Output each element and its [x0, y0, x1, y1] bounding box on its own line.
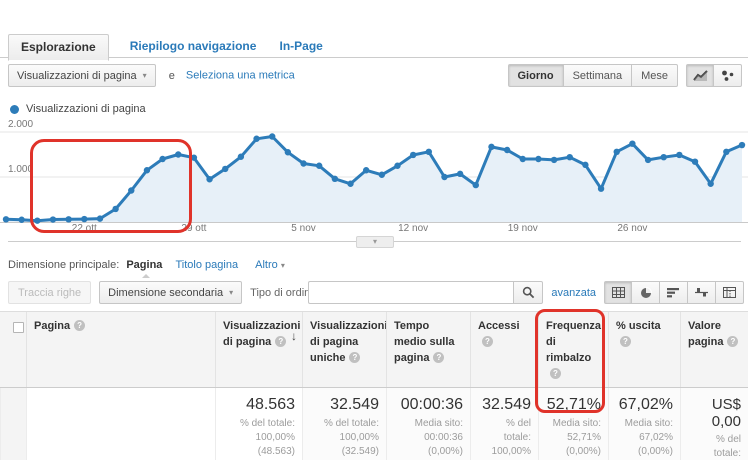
- secondary-dimension-dropdown[interactable]: Dimensione secondaria ▾: [99, 281, 243, 304]
- chevron-down-icon: ▾: [229, 288, 234, 297]
- magnifier-icon: [522, 286, 535, 299]
- performance-view-button[interactable]: [660, 281, 688, 304]
- row-perc-uscita-cell: 67,02% Media sito: 67,02% (0,00%): [608, 387, 680, 460]
- y-axis-label-2000: 2.000: [8, 119, 34, 130]
- primary-dimension-label: Dimensione principale:: [8, 259, 120, 271]
- x-axis-labels: 22 ott 29 ott 5 nov 12 nov 19 nov 26 nov: [0, 223, 748, 236]
- primary-dimension-bar: Dimensione principale: Pagina Titolo pag…: [8, 259, 748, 278]
- dimension-titolo-pagina-link[interactable]: Titolo pagina: [175, 259, 239, 272]
- x-axis-tick-label: 22 ott: [71, 223, 97, 234]
- header-visualizzazioni-pagina-uniche[interactable]: Visualizzazioni di pagina uniche?: [302, 312, 387, 387]
- help-icon[interactable]: ?: [482, 335, 493, 347]
- pageviews-chart-svg: [0, 131, 748, 224]
- x-axis-tick-label: 19 nov: [507, 223, 538, 234]
- comparison-view-button[interactable]: [688, 281, 716, 304]
- table-search-input[interactable]: [308, 281, 514, 304]
- conjunction-text: e: [168, 69, 175, 82]
- table-grid-icon: [611, 287, 625, 298]
- help-icon[interactable]: ?: [550, 367, 561, 379]
- percentage-view-button[interactable]: [632, 281, 660, 304]
- x-axis-tick-label: 5 nov: [291, 223, 316, 234]
- table-search: [308, 281, 544, 304]
- chevron-down-icon: ▾: [280, 261, 285, 271]
- sort-descending-icon: ↓: [291, 329, 297, 343]
- pivot-table-icon: [723, 287, 736, 298]
- table-header-row: Pagina? Visualizzazioni di pagina? ↓ Vis…: [0, 312, 748, 388]
- collapse-chart-button[interactable]: ▾: [356, 236, 394, 248]
- pie-chart-icon: [640, 286, 652, 298]
- line-chart-view-button[interactable]: [686, 64, 714, 87]
- header-select-cell: [0, 312, 26, 387]
- granularity-month-button[interactable]: Mese: [632, 64, 678, 87]
- table-row: 48.563 % del totale: 100,00% (48.563) 32…: [0, 387, 748, 460]
- help-icon[interactable]: ?: [433, 351, 445, 363]
- x-axis-tick-label: 29 ott: [181, 223, 207, 234]
- granularity-button-group: Giorno Settimana Mese: [507, 64, 678, 87]
- header-visualizzazioni-di-pagina[interactable]: Visualizzazioni di pagina? ↓: [215, 312, 302, 387]
- chart-display-controls: Giorno Settimana Mese: [507, 64, 742, 87]
- row-visualizzazioni-di-pagina-cell: 48.563 % del totale: 100,00% (48.563): [215, 387, 302, 460]
- tab-in-page[interactable]: In-Page: [279, 39, 323, 53]
- header-accessi[interactable]: Accessi?: [470, 312, 538, 387]
- pageviews-timeseries-chart[interactable]: 2.000 1.000: [0, 118, 748, 224]
- y-axis-label-1000: 1.000: [8, 164, 34, 175]
- help-icon[interactable]: ?: [349, 351, 361, 363]
- data-table-view-button[interactable]: [604, 281, 632, 304]
- header-valore-pagina[interactable]: Valore pagina?: [680, 312, 748, 387]
- chart-type-button-group: [686, 64, 742, 87]
- table-view-button-group: [604, 281, 744, 304]
- pivot-view-button[interactable]: [716, 281, 744, 304]
- header-tempo-medio-sulla-pagina[interactable]: Tempo medio sulla pagina?: [386, 312, 470, 387]
- dimension-pagina-selected[interactable]: Pagina: [126, 259, 165, 278]
- tab-esplorazione[interactable]: Esplorazione: [8, 34, 109, 61]
- granularity-day-button[interactable]: Giorno: [507, 64, 564, 87]
- row-visualizzazioni-pagina-uniche-cell: 32.549 % del totale: 100,00% (32.549): [302, 387, 386, 460]
- metric-selector-dropdown[interactable]: Visualizzazioni di pagina ▾: [8, 64, 156, 87]
- row-accessi-cell: 32.549 % del totale: 100,00% (32.549): [470, 387, 538, 460]
- metric-selector-label: Visualizzazioni di pagina: [17, 69, 137, 82]
- row-select-cell[interactable]: [0, 387, 26, 460]
- select-metric-link[interactable]: Seleziona una metrica: [185, 69, 295, 82]
- table-toolbar: Traccia righe Dimensione secondaria ▾ Ti…: [0, 281, 748, 305]
- metric-controls: Visualizzazioni di pagina ▾ e Seleziona …: [0, 64, 748, 90]
- row-tempo-medio-cell: 00:00:36 Media sito: 00:00:36 (0,00%): [386, 387, 470, 460]
- plot-rows-button: Traccia righe: [8, 281, 92, 304]
- comparison-bars-icon: [695, 288, 708, 297]
- advanced-search-link[interactable]: avanzata: [551, 286, 596, 299]
- chevron-down-icon: ▾: [142, 71, 147, 80]
- legend-label: Visualizzazioni di pagina: [26, 103, 146, 115]
- horizontal-bars-icon: [667, 288, 679, 298]
- header-perc-uscita[interactable]: % uscita?: [608, 312, 680, 387]
- series-color-dot-icon: [10, 104, 19, 114]
- line-chart-icon: [692, 69, 708, 81]
- x-axis-tick-label: 26 nov: [617, 223, 648, 234]
- motion-chart-view-button[interactable]: [714, 64, 742, 87]
- tab-riepilogo-navigazione[interactable]: Riepilogo navigazione: [129, 39, 257, 53]
- report-tabs: Esplorazione Riepilogo navigazione In-Pa…: [0, 33, 748, 61]
- dimension-altro-link[interactable]: Altro ▾: [255, 259, 285, 272]
- help-icon[interactable]: ?: [275, 335, 287, 347]
- search-button[interactable]: [513, 281, 544, 304]
- header-pagina[interactable]: Pagina?: [26, 312, 215, 387]
- header-frequenza-di-rimbalzo[interactable]: Frequenza di rimbalzo?: [538, 312, 608, 387]
- help-icon[interactable]: ?: [727, 335, 739, 347]
- chart-legend: Visualizzazioni di pagina: [10, 103, 146, 115]
- selected-dimension-notch-icon: [141, 274, 150, 278]
- row-frequenza-rimbalzo-cell: 52,71% Media sito: 52,71% (0,00%): [538, 387, 608, 460]
- help-icon[interactable]: ?: [620, 335, 631, 347]
- help-icon[interactable]: ?: [74, 320, 86, 331]
- select-all-checkbox[interactable]: [13, 322, 24, 333]
- bubbles-icon: [721, 70, 733, 81]
- row-valore-pagina-cell: US$ 0,00 % del totale: 0,00% (US$ 0,00): [680, 387, 748, 460]
- granularity-week-button[interactable]: Settimana: [563, 64, 633, 87]
- row-pagina-cell: [26, 387, 215, 460]
- pages-data-table: Pagina? Visualizzazioni di pagina? ↓ Vis…: [0, 311, 748, 460]
- x-axis-tick-label: 12 nov: [398, 223, 429, 234]
